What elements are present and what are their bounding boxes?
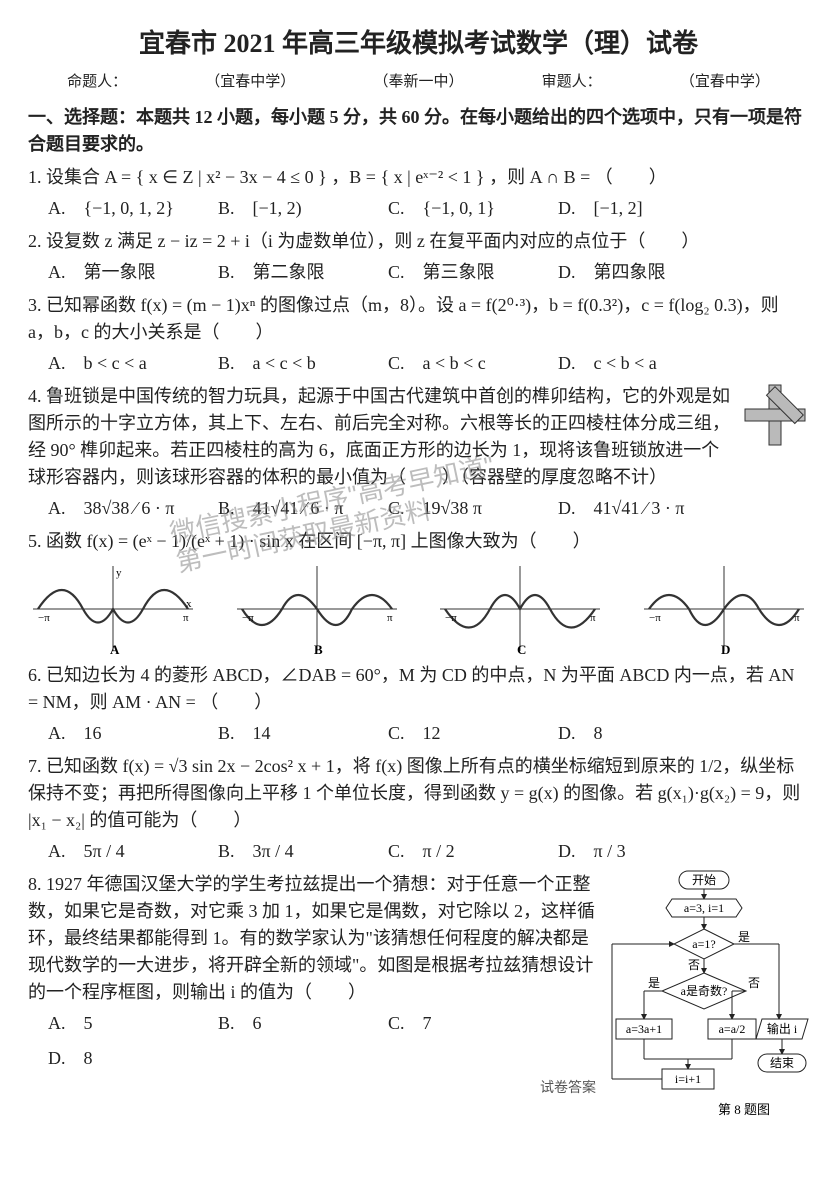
q3-opt-c: C. a < b < c	[388, 350, 538, 377]
svg-text:C: C	[517, 642, 526, 656]
svg-text:是: 是	[738, 930, 750, 944]
q1-opt-a: A. {−1, 0, 1, 2}	[48, 195, 198, 222]
svg-text:i=i+1: i=i+1	[675, 1072, 701, 1086]
q2-opt-c: C. 第三象限	[388, 259, 538, 286]
q1-opt-b: B. [−1, 2)	[218, 195, 368, 222]
svg-text:结束: 结束	[770, 1056, 794, 1070]
section-1-heading: 一、选择题：本题共 12 小题，每小题 5 分，共 60 分。在每小题给出的四个…	[28, 104, 809, 158]
graph-c: −π π C	[435, 561, 605, 656]
footer-right: 试卷答案	[540, 1078, 596, 1099]
svg-text:y: y	[116, 567, 122, 579]
q1-options: A. {−1, 0, 1, 2} B. [−1, 2) C. {−1, 0, 1…	[48, 195, 809, 222]
svg-text:−π: −π	[242, 612, 254, 624]
svg-text:a是奇数?: a是奇数?	[681, 983, 728, 998]
q8-flowchart: 开始 a=3, i=1 a=1? 是否 a是奇数? 是否 a=3a+1 a=a/…	[604, 869, 809, 1124]
svg-text:π: π	[183, 612, 189, 624]
svg-text:a=a/2: a=a/2	[719, 1022, 746, 1036]
svg-text:a=3, i=1: a=3, i=1	[684, 901, 724, 915]
review-label: 审题人：	[542, 71, 602, 94]
q3-options: A. b < c < a B. a < c < b C. a < b < c D…	[48, 350, 809, 377]
q6-opt-d: D. 8	[558, 720, 708, 747]
svg-text:−π: −π	[445, 612, 457, 624]
q8-opt-a: A. 5	[48, 1010, 198, 1037]
svg-text:x: x	[186, 598, 192, 610]
q1-text: 1. 设集合 A = { x ∈ Z | x² − 3x − 4 ≤ 0 } ，…	[28, 164, 809, 191]
svg-text:π: π	[387, 612, 393, 624]
q4-opt-d: D. 41√41 ⁄ 3 · π	[558, 495, 708, 522]
svg-text:a=3a+1: a=3a+1	[626, 1022, 662, 1036]
q4-opt-b: B. 41√41 ⁄ 6 · π	[218, 495, 368, 522]
q6-text: 6. 已知边长为 4 的菱形 ABCD，∠DAB = 60°，M 为 CD 的中…	[28, 662, 809, 716]
q6-options: A. 16 B. 14 C. 12 D. 8	[48, 720, 809, 747]
q4-opt-a: A. 38√38 ⁄ 6 · π	[48, 495, 198, 522]
graph-b: −π π B	[232, 561, 402, 656]
school-c: （宜春中学）	[680, 71, 770, 94]
q3-opt-a: A. b < c < a	[48, 350, 198, 377]
svg-text:第 8 题图: 第 8 题图	[718, 1102, 770, 1117]
q4-options: A. 38√38 ⁄ 6 · π B. 41√41 ⁄ 6 · π C. 19√…	[48, 495, 809, 522]
meta-row: 命题人： （宜春中学） （奉新一中） 审题人： （宜春中学）	[28, 71, 809, 94]
q8-opt-b: B. 6	[218, 1010, 368, 1037]
q7-options: A. 5π / 4 B. 3π / 4 C. π / 2 D. π / 3	[48, 838, 809, 865]
q5-graphs: −π π y x A −π π B −π π C −π π D	[28, 561, 809, 656]
q8-opt-c: C. 7	[388, 1010, 538, 1037]
q2-opt-d: D. 第四象限	[558, 259, 708, 286]
q2-options: A. 第一象限 B. 第二象限 C. 第三象限 D. 第四象限	[48, 259, 809, 286]
q6-opt-a: A. 16	[48, 720, 198, 747]
svg-text:B: B	[314, 642, 323, 656]
svg-text:π: π	[590, 612, 596, 624]
q7-opt-b: B. 3π / 4	[218, 838, 368, 865]
q7-opt-d: D. π / 3	[558, 838, 708, 865]
q3-opt-b: B. a < c < b	[218, 350, 368, 377]
footer: 试卷答案	[28, 1078, 596, 1099]
graph-d: −π π D	[639, 561, 809, 656]
q5-text: 5. 函数 f(x) = (eˣ − 1)/(eˣ + 1) · sin x 在…	[28, 528, 809, 555]
q6-opt-c: C. 12	[388, 720, 538, 747]
svg-text:D: D	[721, 642, 730, 656]
q2-opt-a: A. 第一象限	[48, 259, 198, 286]
q7-opt-c: C. π / 2	[388, 838, 538, 865]
svg-text:输出 i: 输出 i	[767, 1021, 798, 1036]
q7-opt-a: A. 5π / 4	[48, 838, 198, 865]
school-b: （奉新一中）	[373, 71, 463, 94]
q4-opt-c: C. 19√38 π	[388, 495, 538, 522]
q8-options: A. 5 B. 6 C. 7 D. 8	[48, 1010, 596, 1072]
q6-opt-b: B. 14	[218, 720, 368, 747]
luban-lock-icon	[741, 381, 809, 449]
q2-text: 2. 设复数 z 满足 z − iz = 2 + i（i 为虚数单位），则 z …	[28, 228, 809, 255]
author-label: 命题人：	[67, 71, 127, 94]
svg-text:A: A	[110, 642, 120, 656]
page-title: 宜春市 2021 年高三年级模拟考试数学（理）试卷	[28, 24, 809, 63]
svg-text:是: 是	[648, 976, 660, 990]
school-a: （宜春中学）	[205, 71, 295, 94]
q1-opt-d: D. [−1, 2]	[558, 195, 708, 222]
svg-text:−π: −π	[649, 612, 661, 624]
svg-text:−π: −π	[38, 612, 50, 624]
q1-opt-c: C. {−1, 0, 1}	[388, 195, 538, 222]
svg-text:π: π	[794, 612, 800, 624]
q2-opt-b: B. 第二象限	[218, 259, 368, 286]
q4-text: 4. 鲁班锁是中国传统的智力玩具，起源于中国古代建筑中首创的榫卯结构，它的外观是…	[28, 383, 809, 491]
q8-opt-d: D. 8	[48, 1045, 198, 1072]
q3-opt-d: D. c < b < a	[558, 350, 708, 377]
svg-text:否: 否	[748, 976, 760, 990]
svg-text:开始: 开始	[692, 873, 716, 887]
q3-text: 3. 已知幂函数 f(x) = (m − 1)xⁿ 的图像过点（m，8）。设 a…	[28, 292, 809, 346]
svg-text:a=1?: a=1?	[692, 937, 715, 951]
q7-text: 7. 已知函数 f(x) = √3 sin 2x − 2cos² x + 1，将…	[28, 753, 809, 834]
svg-text:否: 否	[688, 958, 700, 972]
graph-a: −π π y x A	[28, 561, 198, 656]
